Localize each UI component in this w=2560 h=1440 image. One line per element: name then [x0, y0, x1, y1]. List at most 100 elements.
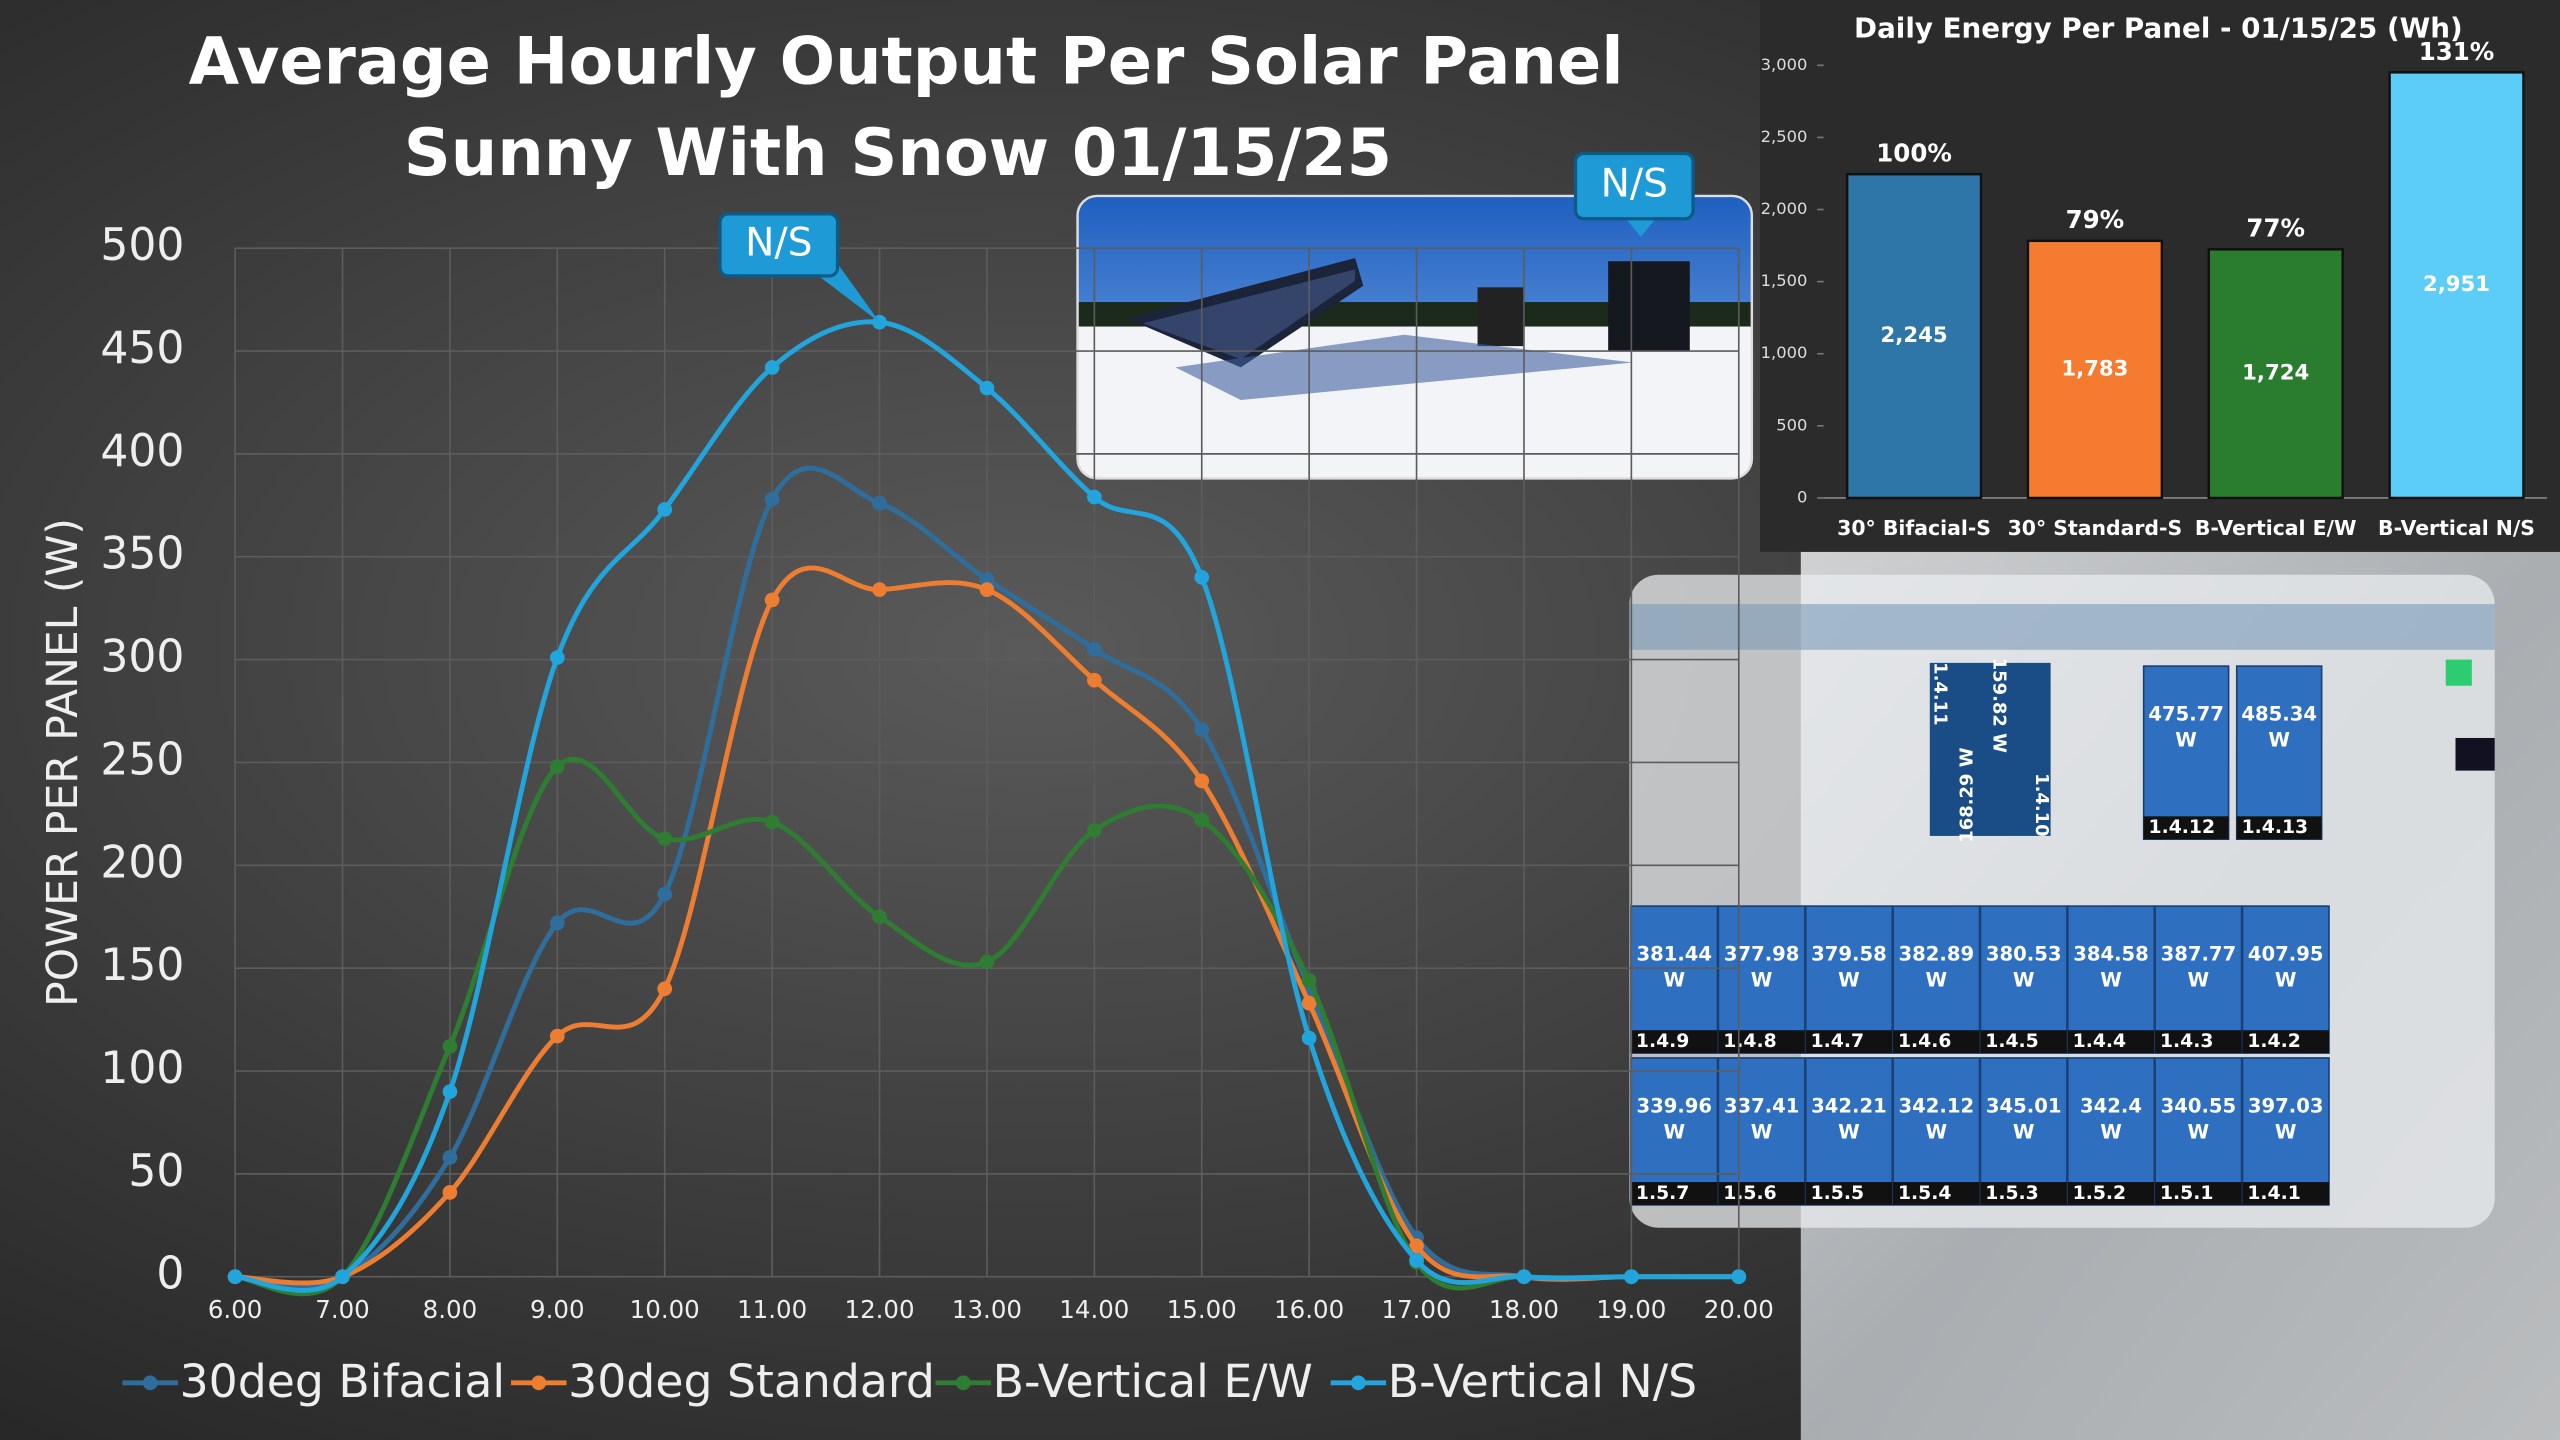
tile [1892, 905, 1981, 1054]
tile-id: 1.5.3 [1985, 1183, 2038, 1204]
tile-unit: W [1838, 969, 1860, 992]
x-tick-label: 19.00 [1596, 1295, 1666, 1324]
point [764, 592, 780, 608]
tile-id: 1.5.7 [1636, 1183, 1689, 1204]
value-label: 2,245 [1881, 323, 1948, 348]
callout-box [718, 212, 840, 278]
tile-power: 342.21 [1811, 1094, 1887, 1117]
x-tick-label: 20.00 [1704, 1295, 1774, 1324]
point [335, 1269, 350, 1285]
line-chart: 6.00 7.00 8.00 9.00 10.00 11.00 12.00 13.00 14.0… [100, 220, 1773, 1408]
point [1409, 1238, 1424, 1254]
tile-power: 407.95 [2248, 943, 2324, 966]
y-axis-label: POWER PER PANEL (W) [39, 518, 88, 1007]
callout-label: N/S [745, 220, 812, 265]
point [1301, 973, 1317, 988]
tile-power: 342.4 [2080, 1094, 2142, 1117]
point [549, 1028, 565, 1044]
monitor: 475.77 W 1.4.12 485.34 W 1.4.13 381.44 W 1.4.9 37… [1630, 658, 2330, 1206]
x-tick-label: 15.00 [1167, 1295, 1237, 1324]
tile [1630, 905, 1719, 1054]
point [979, 954, 995, 970]
tile-id-strip [1980, 1030, 2067, 1054]
x-tick-label: 16.00 [1274, 1295, 1344, 1324]
percent-label: 77% [2246, 214, 2305, 243]
photo-callout: N/S [1573, 151, 1695, 237]
tile-unit: W [1926, 1121, 1948, 1144]
tile-power: 340.55 [2161, 1094, 2237, 1117]
tile-power: 381.44 [1637, 943, 1713, 966]
point [1086, 489, 1102, 505]
tile-id-strip [1893, 1030, 1980, 1054]
tile-unit: W [2175, 729, 2197, 752]
tile-power: 345.01 [1986, 1094, 2062, 1117]
tile [2235, 665, 2323, 840]
tile-id: 1.5.1 [2160, 1183, 2213, 1204]
y-tick-label: 3,000 [1761, 55, 1808, 74]
x-tick-label: 8.00 [423, 1295, 477, 1324]
rotated-label: 1.4.10 [2031, 773, 2052, 837]
tile-id: 1.4.13 [2242, 817, 2309, 838]
point [549, 759, 565, 774]
chart-title: Average Hourly Output Per Solar Panel [189, 23, 1624, 99]
tile-power: 339.96 [1637, 1094, 1713, 1117]
chart-callout: N/S [718, 212, 880, 323]
chart-subtitle: Sunny With Snow 01/15/25 [404, 115, 1392, 191]
point [657, 886, 673, 902]
value-label: 1,724 [2242, 361, 2309, 386]
tile-unit: W [1751, 969, 1773, 992]
tile-power: 382.89 [1899, 943, 1975, 966]
y-tick-label: 200 [100, 837, 184, 888]
tile-unit: W [2100, 969, 2122, 992]
tile-id: 1.4.7 [1811, 1031, 1864, 1052]
tile-id-strip [1805, 1182, 1893, 1205]
point [1301, 1030, 1317, 1046]
tile-unit: W [1663, 1121, 1685, 1144]
percent-label: 100% [1876, 139, 1952, 168]
point [227, 1269, 243, 1285]
x-tick-label: 18.00 [1489, 1295, 1559, 1324]
tile-id: 1.4.2 [2247, 1031, 2300, 1052]
y-tick-label: 50 [128, 1146, 184, 1197]
tile-id-strip [1980, 1182, 2067, 1205]
point [549, 650, 565, 665]
point [872, 909, 887, 925]
tile-unit: W [2188, 1121, 2210, 1144]
point [764, 360, 780, 375]
bar-chart: 0 500 1,000 1,500 2,000 2,500 3,000 2,245 100% 30… [1761, 37, 2547, 540]
tile-id-strip [2242, 1030, 2329, 1054]
point [1624, 1269, 1639, 1285]
point [657, 502, 673, 517]
legend-label: 30deg Bifacial [180, 1355, 506, 1408]
tile-id: 1.5.6 [1723, 1183, 1776, 1204]
tile-id-strip [2242, 1182, 2329, 1205]
tile-id: 1.5.4 [1898, 1183, 1951, 1204]
tile-unit: W [1663, 969, 1685, 992]
tile-id-strip [1631, 1030, 1718, 1054]
tile-id-strip [2236, 816, 2322, 840]
percent-label: 79% [2066, 205, 2125, 234]
y-tick-label: 250 [100, 734, 184, 785]
x-tick-label: 10.00 [630, 1295, 700, 1324]
tile-unit: W [1926, 969, 1948, 992]
tile-id-strip [2143, 816, 2229, 840]
x-tick-label: 14.00 [1059, 1295, 1129, 1324]
point [1194, 569, 1210, 585]
point [1194, 773, 1210, 789]
tile-power: 380.53 [1986, 943, 2062, 966]
value-label: 1,783 [2061, 356, 2128, 381]
tile-id-strip [2155, 1182, 2242, 1205]
value-label: 2,951 [2423, 272, 2490, 297]
percent-label: 131% [2419, 37, 2495, 66]
point [1086, 672, 1102, 688]
x-tick-label: 6.00 [208, 1295, 262, 1324]
tile [2066, 1057, 2156, 1206]
tile-power: 387.77 [2161, 943, 2237, 966]
legend-label: B-Vertical E/W [993, 1355, 1313, 1408]
tile [1804, 1057, 1894, 1206]
point [979, 380, 995, 396]
point [1086, 641, 1102, 657]
tile-power: 379.58 [1811, 943, 1887, 966]
x-tick-label: 30° Standard-S [2008, 516, 2183, 540]
